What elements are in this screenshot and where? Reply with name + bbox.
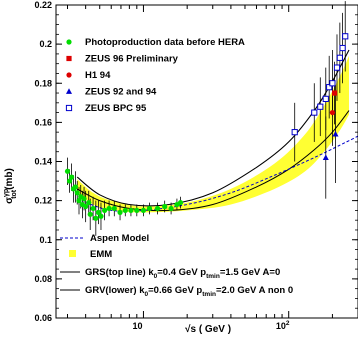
- data-point-photoproduction: [154, 205, 161, 212]
- grv-curve: [76, 110, 350, 212]
- legend-marker-emm: [69, 250, 76, 257]
- y-tick-label: 0.1: [39, 235, 52, 245]
- y-tick-label: 0.08: [34, 274, 52, 284]
- data-point-photoproduction: [140, 207, 147, 214]
- data-point-zeusbpc: [65, 104, 73, 112]
- data-point-photoproduction: [101, 207, 108, 214]
- emm-band: [77, 55, 349, 213]
- data-point-photoproduction: [90, 205, 96, 212]
- data-point-photoproduction: [81, 196, 87, 202]
- data-point-photoproduction: [86, 199, 92, 206]
- legend-label: GRV(lower) k0=0.66 GeV ptmin=2.0 GeV A n…: [85, 285, 293, 298]
- data-point-photoproduction: [98, 213, 104, 219]
- y-tick-label: 0.22: [34, 0, 52, 10]
- legend-label: EMM: [90, 249, 112, 260]
- data-point-h1: [66, 72, 72, 78]
- data-point-photoproduction: [146, 205, 153, 212]
- data-point-photoproduction: [177, 199, 184, 206]
- legend-label: Photoproduction data before HERA: [85, 37, 245, 48]
- data-point-photoproduction: [106, 205, 112, 212]
- y-tick-label: 0.06: [34, 313, 52, 323]
- legend-label: H1 94: [85, 70, 111, 81]
- data-point-zeusbpc: [333, 64, 341, 71]
- legend-top: Photoproduction data before HERA ZEUS 96 …: [65, 37, 245, 114]
- data-point-h1: [329, 109, 336, 116]
- data-point-photoproduction: [68, 174, 75, 180]
- data-point-zeusbpc: [311, 109, 318, 116]
- data-point-zeus92: [322, 154, 329, 160]
- data-point-photoproduction: [76, 198, 82, 204]
- data-point-zeus92: [332, 130, 339, 137]
- data-point-photoproduction: [64, 168, 71, 174]
- data-point-photoproduction: [134, 207, 140, 214]
- data-point-photoproduction: [162, 203, 168, 210]
- emm-band-layer: [77, 55, 349, 213]
- data-point-photoproduction: [72, 184, 78, 190]
- data-point-photoproduction: [87, 211, 93, 217]
- y-tick-label: 0.14: [34, 157, 52, 167]
- markers-layer: [64, 33, 349, 221]
- y-axis-label: σγptot(mb): [3, 168, 18, 204]
- data-point-photoproduction: [66, 178, 73, 184]
- data-point-photoproduction: [74, 190, 80, 196]
- y-tick-label: 0.2: [39, 39, 52, 49]
- legend-label: ZEUS 96 Preliminary: [85, 54, 179, 65]
- data-point-photoproduction: [83, 203, 89, 210]
- legend-label: GRS(top line) k0=0.4 GeV ptmin=1.5 GeV A…: [85, 267, 280, 280]
- data-point-zeus92: [66, 88, 72, 94]
- data-point-zeusbpc: [329, 80, 336, 87]
- ticks-layer: 0.06 0.08 0.1 0.12 0.14 0.16 0.18 0.2 0.22 10 102: [34, 0, 358, 331]
- data-point-zeus96: [331, 90, 338, 96]
- x-axis-label: √s ( GeV ): [185, 324, 231, 335]
- svg-text:σγptot(mb): σγptot(mb): [3, 168, 18, 204]
- data-point-photoproduction: [168, 205, 174, 212]
- x-tick-label: 102: [276, 320, 290, 331]
- data-point-zeusbpc: [339, 44, 346, 52]
- data-point-photoproduction: [111, 205, 117, 212]
- data-point-photoproduction: [117, 209, 123, 215]
- data-point-zeusbpc: [291, 129, 298, 136]
- legend-label: Aspen Model: [90, 233, 149, 244]
- data-point-photoproduction: [122, 207, 128, 214]
- data-point-zeusbpc: [322, 95, 329, 103]
- data-point-zeusbpc: [342, 33, 349, 40]
- data-point-photoproduction: [66, 39, 72, 45]
- data-point-zeusbpc: [336, 54, 343, 61]
- data-point-photoproduction: [93, 215, 99, 221]
- y-tick-label: 0.18: [34, 78, 52, 88]
- legend-label: ZEUS BPC 95: [85, 103, 147, 114]
- data-point-zeus96: [66, 55, 72, 62]
- data-point-zeusbpc: [317, 103, 324, 110]
- y-tick-label: 0.12: [34, 196, 52, 206]
- data-point-photoproduction: [128, 207, 134, 214]
- grs-curve: [76, 49, 350, 207]
- legend-label: ZEUS 92 and 94: [85, 87, 157, 98]
- data-point-zeusbpc: [326, 84, 333, 91]
- legend-bottom: Aspen Model EMM GRS(top line) k0=0.4 GeV p…: [60, 233, 293, 298]
- y-tick-label: 0.16: [34, 117, 52, 127]
- x-tick-label: 10: [132, 321, 142, 331]
- data-point-photoproduction: [95, 209, 102, 215]
